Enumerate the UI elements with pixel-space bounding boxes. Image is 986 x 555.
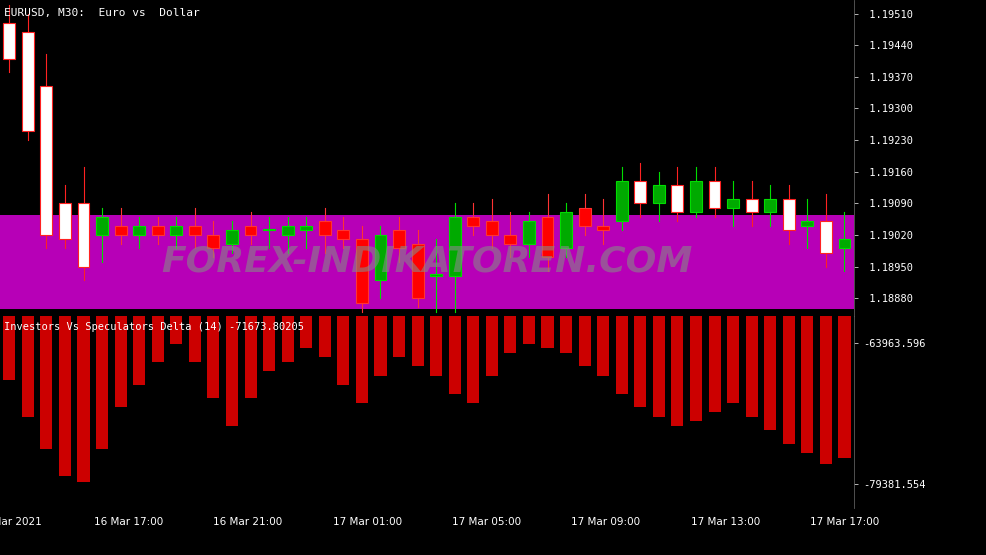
Bar [245, 226, 256, 235]
Bar [578, 208, 590, 226]
Bar [708, 0, 720, 412]
Bar [727, 199, 739, 208]
Bar [541, 0, 553, 348]
Bar [634, 181, 646, 203]
Bar [411, 244, 423, 298]
Bar [819, 0, 831, 464]
Bar [763, 0, 775, 430]
Bar [318, 221, 330, 235]
Bar [281, 0, 294, 362]
Bar [837, 0, 850, 458]
Bar [560, 213, 572, 249]
Bar [59, 203, 71, 239]
Bar [485, 221, 497, 235]
Bar [96, 217, 107, 235]
Bar [207, 0, 219, 398]
Bar [634, 0, 646, 407]
Bar [374, 0, 387, 376]
Bar [504, 235, 516, 244]
Bar [207, 235, 219, 249]
Bar [466, 217, 479, 226]
Bar [356, 239, 368, 302]
Bar [152, 0, 164, 362]
Bar [597, 0, 608, 376]
Bar [763, 199, 775, 213]
Bar [3, 23, 15, 59]
Bar [652, 0, 665, 417]
Bar [782, 0, 794, 444]
Bar [263, 229, 275, 230]
Bar [578, 0, 590, 366]
Bar [171, 226, 182, 235]
Bar [597, 226, 608, 230]
Bar [22, 32, 34, 131]
Bar [40, 86, 52, 235]
Bar [59, 0, 71, 476]
Bar [281, 226, 293, 235]
Bar [78, 203, 90, 266]
Bar [615, 0, 627, 393]
Bar [171, 0, 182, 344]
Bar [245, 0, 256, 398]
Bar [188, 0, 201, 362]
Bar [133, 226, 145, 235]
Bar [485, 0, 497, 376]
Bar [801, 221, 812, 226]
Bar [801, 0, 812, 453]
Bar [449, 0, 460, 393]
Bar [300, 0, 312, 348]
Text: FOREX-INDIKATOREN.COM: FOREX-INDIKATOREN.COM [161, 245, 692, 279]
Bar [226, 230, 238, 244]
Bar [188, 226, 200, 235]
Bar [708, 181, 720, 208]
Bar [0, 215, 853, 310]
Bar [782, 199, 794, 230]
Bar [22, 0, 34, 417]
Bar [356, 0, 368, 403]
Bar [3, 0, 16, 380]
Bar [337, 0, 349, 385]
Bar [541, 217, 553, 258]
Bar [689, 0, 701, 421]
Bar [114, 226, 126, 235]
Bar [559, 0, 572, 352]
Bar [318, 0, 330, 357]
Bar [392, 0, 404, 357]
Bar [670, 185, 682, 213]
Bar [263, 0, 275, 371]
Bar [392, 230, 404, 249]
Bar [430, 274, 442, 275]
Bar [114, 0, 126, 407]
Bar [670, 0, 682, 426]
Bar [133, 0, 145, 385]
Bar [430, 0, 442, 376]
Bar [96, 0, 108, 448]
Bar [727, 0, 739, 403]
Bar [689, 181, 701, 213]
Bar [504, 0, 516, 352]
Bar [337, 230, 349, 239]
Bar [615, 181, 627, 221]
Bar [40, 0, 52, 448]
Bar [152, 226, 164, 235]
Bar [411, 0, 423, 366]
Text: EURUSD, M30:  Euro vs  Dollar: EURUSD, M30: Euro vs Dollar [4, 8, 200, 18]
Bar [838, 239, 850, 249]
Bar [78, 0, 90, 482]
Bar [466, 0, 479, 403]
Bar [745, 199, 757, 213]
Bar [523, 221, 534, 244]
Bar [744, 0, 757, 417]
Bar [374, 235, 387, 280]
Bar [653, 185, 665, 203]
Bar [300, 226, 312, 230]
Bar [226, 0, 238, 426]
Text: Investors Vs Speculators Delta (14) -71673.80205: Investors Vs Speculators Delta (14) -716… [4, 322, 304, 332]
Bar [819, 221, 831, 253]
Bar [523, 0, 534, 344]
Bar [449, 217, 460, 275]
